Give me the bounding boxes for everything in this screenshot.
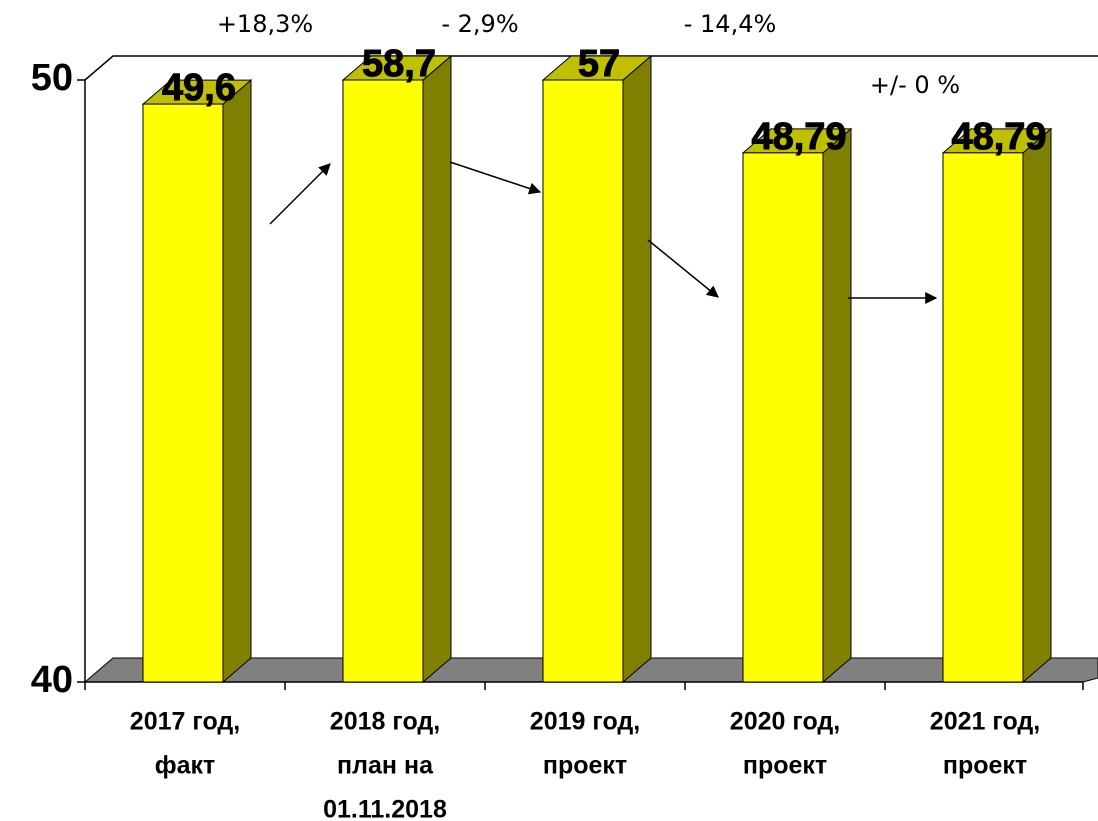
x-tick-label: проект [743,752,827,780]
value-label: 49,6 [162,67,236,109]
value-label: 48,79 [751,116,846,158]
bar [541,54,653,684]
bar-side [622,54,652,684]
bar-front [942,152,1024,683]
back-wall [84,55,1098,81]
bar-front [542,79,624,683]
x-tick-label: проект [543,752,627,780]
annotation: - 14,4% [684,10,777,38]
arrow [647,239,719,298]
value-label: 57 [578,43,620,85]
x-tick-label: проект [943,752,1027,780]
bar-side [222,78,252,684]
bar-side [1022,127,1052,684]
bar-front [342,79,424,683]
x-tick-label: 2021 год, [930,708,1040,736]
bar [141,78,253,684]
annotation: - 2,9% [441,10,518,38]
bar-front [142,103,224,683]
x-tick-label: 2020 год, [730,708,840,736]
annotation: +/- 0 % [870,71,960,99]
x-tick-label: 2017 год, [130,708,240,736]
plot: 40 50 49,6 2017 год, факт 58,7 2018 год, план н… [31,10,1098,821]
x-tick-label: план на [337,752,434,780]
x-tick-label: 2019 год, [530,708,640,736]
y-tick-label: 50 [31,57,73,99]
bar-front [742,152,824,683]
y-tick-label: 40 [31,659,73,701]
bar [741,127,853,684]
arrow [449,161,542,195]
value-label: 58,7 [362,43,436,85]
bar-side [822,127,852,684]
value-label: 48,79 [951,116,1046,158]
bar-side [422,54,452,684]
bar [341,54,453,684]
arrow [269,163,331,225]
x-tick-label: 2018 год, [330,708,440,736]
x-tick-label: факт [155,752,216,780]
annotation: +18,3% [217,10,313,38]
bar [941,127,1053,684]
x-tick-label: 01.11.2018 [323,796,447,821]
